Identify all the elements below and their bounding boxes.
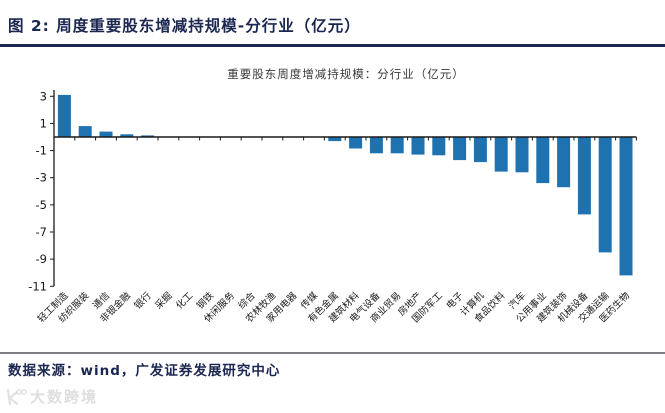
bar [577, 137, 591, 215]
y-axis-tick-label: -9 [36, 252, 47, 266]
bar [557, 137, 571, 188]
bar [432, 137, 446, 156]
y-axis-tick-label: 3 [40, 89, 47, 103]
bar [598, 137, 612, 253]
y-axis-tick-label: 1 [40, 116, 47, 130]
watermark-logo-icon [6, 388, 27, 405]
bar [120, 134, 134, 137]
bar [99, 131, 113, 137]
bar [411, 137, 425, 155]
chart-title: 重要股东周度增减持规模：分行业（亿元） [227, 67, 465, 81]
x-axis-label: 银行 [132, 289, 154, 311]
y-axis-tick-label: -5 [36, 198, 47, 212]
bar [494, 137, 508, 172]
y-axis-tick-label: -1 [36, 144, 47, 158]
bar [390, 137, 404, 154]
figure-title: 图 2: 周度重要股东增减持规模-分行业（亿元） [8, 17, 361, 35]
y-axis-tick-label: -3 [36, 171, 47, 185]
data-source: 数据来源：wind，广发证券发展研究中心 [8, 363, 281, 379]
bar [515, 137, 529, 173]
watermark-text: 大数跨境 [30, 388, 99, 406]
watermark: 大数跨境 [5, 386, 98, 407]
footer-divider [0, 352, 665, 354]
bar [328, 137, 342, 142]
y-axis-tick-label: -11 [28, 279, 47, 293]
y-axis-tick-label: -7 [36, 225, 47, 239]
bar [619, 137, 633, 276]
bar [78, 126, 92, 137]
header-divider [0, 44, 665, 47]
x-axis-label: 采掘 [153, 290, 175, 312]
bar [536, 137, 550, 184]
bar [369, 137, 383, 154]
x-axis-label: 化工 [173, 289, 195, 311]
bar [141, 135, 155, 137]
bar [349, 137, 363, 149]
bar [453, 137, 467, 161]
bar [473, 137, 487, 163]
bar [57, 94, 71, 137]
